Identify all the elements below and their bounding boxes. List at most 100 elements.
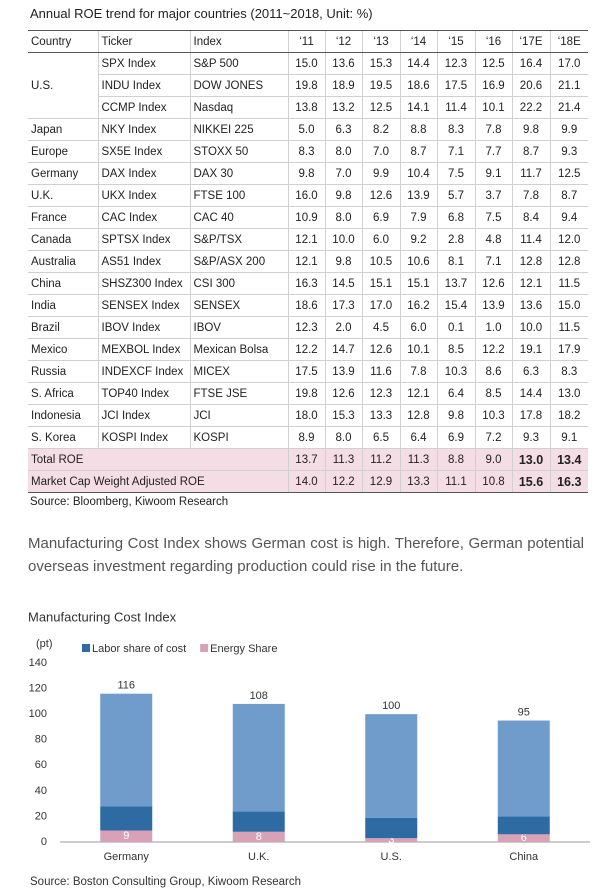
index-cell: S&P/TSX [189,228,288,251]
value-cell: 15.6 [511,470,550,493]
value-cell: 12.6 [324,382,362,405]
y-tick-label: 60 [35,759,47,771]
value-cell: 12.5 [361,96,400,119]
value-cell: 12.1 [511,272,550,295]
ticker-cell: TOP40 Index [97,382,190,405]
value-cell: 7.0 [361,140,400,163]
value-cell: 17.5 [287,360,325,383]
table-row: Germany DAX Index DAX 30 9.8 7.0 9.9 10.4 7.5 9.… [28,162,588,185]
value-cell: 9.8 [287,162,325,185]
country-cell: Germany [28,162,98,185]
value-cell: 13.9 [474,294,512,317]
value-cell: 4.8 [474,228,512,251]
value-cell: 11.6 [361,360,400,383]
index-cell: FTSE JSE [189,382,288,405]
table-row: Australia AS51 Index S&P/ASX 200 12.1 9.8 10.… [28,250,588,273]
value-cell: 1.0 [474,316,512,339]
table-row: Mexico MEXBOL Index Mexican Bolsa 12.2 14.7 1… [28,338,588,361]
ticker-cell: KOSPI Index [97,426,190,449]
value-cell: 6.3 [511,360,550,383]
value-cell: 8.0 [324,206,362,229]
index-cell: STOXX 50 [189,140,288,163]
value-cell: 6.0 [399,316,437,339]
value-cell: 8.1 [436,250,475,273]
value-cell: 8.2 [361,118,400,141]
value-cell: 6.9 [361,206,400,229]
value-cell: 12.3 [287,316,325,339]
value-cell: 15.1 [399,272,437,295]
value-cell: 18.6 [399,74,437,97]
value-cell: 12.5 [474,52,512,75]
value-cell: 8.9 [287,426,325,449]
summary-label: Total ROE [28,448,288,471]
ticker-cell: DAX Index [97,162,190,185]
table-row: Europe SX5E Index STOXX 50 8.3 8.0 7.0 8.7 7.1 7… [28,140,588,163]
country-cell: Europe [28,140,98,163]
index-cell: Nasdaq [189,96,288,119]
value-cell: 12.2 [287,338,325,361]
value-cell: 12.0 [549,228,588,251]
value-cell: 6.8 [436,206,475,229]
table-row: Canada SPTSX Index S&P/TSX 12.1 10.0 6.0 9.2 2.… [28,228,588,251]
value-cell: 12.1 [287,250,325,273]
header-row: Country Ticker Index ‘11 ‘12 ‘13 ‘14 ‘15 ‘16 ‘17E… [28,30,588,53]
value-cell: 9.9 [549,118,588,141]
y-tick-label: 120 [29,682,47,694]
value-cell: 13.7 [436,272,475,295]
value-cell: 3.7 [474,184,512,207]
value-cell: 11.1 [436,470,475,493]
value-cell: 13.2 [324,96,362,119]
value-cell: 7.1 [436,140,475,163]
value-cell: 9.8 [436,404,475,427]
value-cell: 9.2 [399,228,437,251]
value-cell: 15.1 [361,272,400,295]
value-cell: 12.3 [361,382,400,405]
value-cell: 19.8 [287,382,325,405]
value-cell: 8.7 [399,140,437,163]
value-cell: 8.4 [511,206,550,229]
legend-label: Labor share of cost [92,643,186,655]
roe-table: Country Ticker Index ‘11 ‘12 ‘13 ‘14 ‘15 ‘16 ‘17E… [28,30,588,493]
table-row: Indonesia JCI Index JCI 18.0 15.3 13.3 12.8 9.8… [28,404,588,427]
value-cell: 21.4 [549,96,588,119]
value-cell: 9.3 [511,426,550,449]
table-row: S. Korea KOSPI Index KOSPI 8.9 8.0 6.5 6.4 6.9 7… [28,426,588,449]
legend-label: Energy Share [210,643,277,655]
value-cell: 16.4 [511,52,550,75]
ticker-cell: SX5E Index [97,140,190,163]
value-cell: 14.0 [287,470,325,493]
table-row: INDU Index DOW JONES 19.8 18.9 19.5 18.6 17.5 1… [28,74,588,97]
value-cell: 8.6 [474,360,512,383]
index-cell: DOW JONES [189,74,288,97]
value-cell: 10.3 [436,360,475,383]
bar-segment [497,834,550,842]
value-cell: 10.1 [399,338,437,361]
chart-source: Source: Boston Consulting Group, Kiwoom … [30,876,301,888]
ticker-cell: UKX Index [97,184,190,207]
value-cell: 12.6 [361,338,400,361]
table-row: U.S. SPX Index S&P 500 15.0 13.6 15.3 14.4 12.3… [28,52,588,119]
value-cell: 16.3 [549,470,588,493]
ticker-cell: SHSZ300 Index [97,272,190,295]
value-cell: 9.9 [361,162,400,185]
value-cell: 2.8 [436,228,475,251]
value-cell: 7.5 [436,162,475,185]
value-cell: 15.0 [287,52,325,75]
x-tick-label: U.K. [248,851,269,863]
index-cell: FTSE 100 [189,184,288,207]
bar-segment [497,816,550,835]
value-cell: 12.2 [474,338,512,361]
value-cell: 9.1 [474,162,512,185]
value-cell: 15.3 [324,404,362,427]
table-row: Brazil IBOV Index IBOV 12.3 2.0 4.5 6.0 0.1 1.0 1… [28,316,588,339]
value-cell: 9.8 [324,250,362,273]
value-cell: 15.3 [361,52,400,75]
value-cell: 4.5 [361,316,400,339]
value-cell: 22.2 [511,96,550,119]
value-cell: 13.6 [324,52,362,75]
bar-segment [497,720,550,817]
value-cell: 14.7 [324,338,362,361]
country-cell: Russia [28,360,98,383]
value-cell: 17.0 [549,52,588,75]
value-cell: 13.6 [511,294,550,317]
